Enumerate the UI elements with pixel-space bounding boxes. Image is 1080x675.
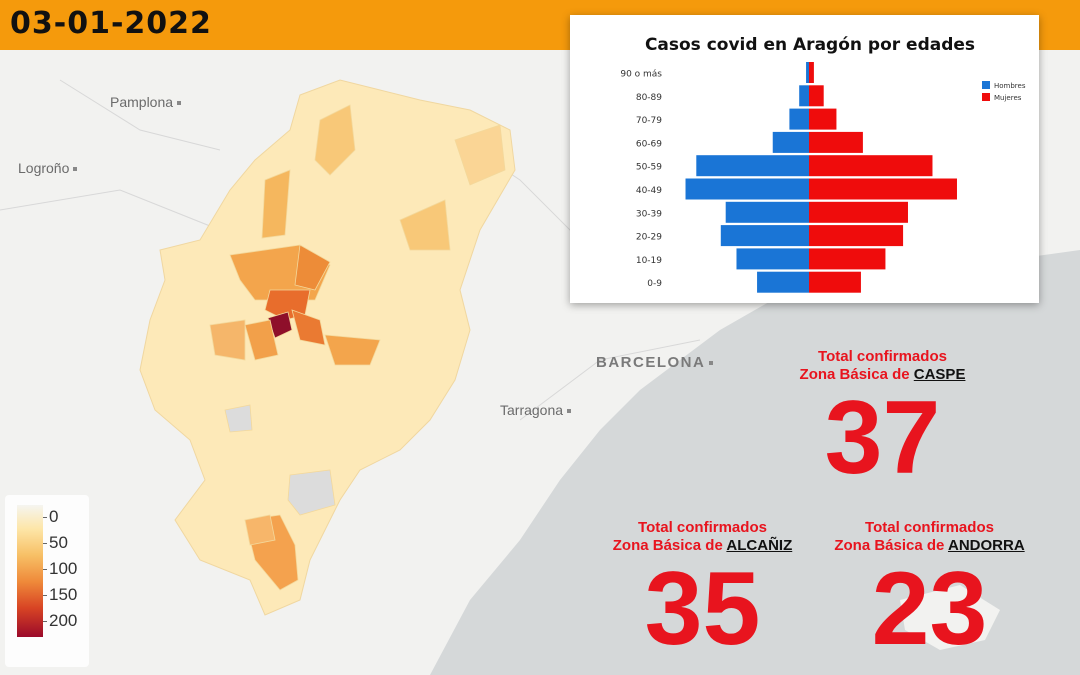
legend-entry: Mujeres	[994, 94, 1022, 102]
bar-hombres	[685, 178, 809, 200]
stat-label: Total confirmados	[865, 519, 994, 536]
bar-hombres	[736, 248, 809, 270]
stat-prefix: Zona Básica de	[612, 537, 727, 554]
age-label: 80-89	[636, 93, 662, 103]
stat-alcaniz: Total confirmados Zona Básica de ALCAÑIZ…	[590, 519, 815, 663]
stat-andorra: Total confirmados Zona Básica de ANDORRA…	[817, 519, 1042, 663]
bar-hombres	[696, 155, 809, 177]
map-legend: 0 50 100 150 200	[5, 495, 89, 667]
bar-mujeres	[809, 271, 861, 293]
bar-mujeres	[809, 62, 814, 83]
city-label-barcelona: BARCELONA	[596, 354, 714, 371]
bar-mujeres	[809, 155, 933, 177]
legend-label: 50	[49, 533, 68, 552]
bar-mujeres	[809, 178, 957, 200]
island	[900, 585, 1000, 650]
legend-label: 200	[49, 611, 78, 630]
stat-value: 23	[871, 551, 988, 667]
bar-hombres	[720, 225, 809, 247]
legend-swatch	[982, 81, 990, 89]
bar-mujeres	[809, 108, 837, 130]
legend-color-bar	[17, 505, 43, 637]
age-label: 70-79	[636, 116, 662, 126]
bar-hombres	[806, 62, 809, 83]
city-label-tarragona: Tarragona	[500, 402, 572, 418]
age-label: 50-59	[636, 163, 662, 173]
legend-label: 150	[49, 585, 78, 604]
bar-mujeres	[809, 248, 886, 270]
chart-title: Casos covid en Aragón por edades	[645, 35, 975, 55]
stat-zone: ALCAÑIZ	[726, 537, 793, 554]
age-label: 90 o más	[620, 70, 662, 80]
age-label: 10-19	[636, 256, 662, 266]
bar-mujeres	[809, 225, 904, 247]
age-pyramid-chart: Casos covid en Aragón por edades 90 o más…	[620, 35, 1026, 293]
stat-value: 35	[644, 551, 761, 667]
stat-zone: CASPE	[913, 366, 966, 383]
stat-label: Total confirmados	[818, 348, 947, 365]
city-label-pamplona: Pamplona	[110, 94, 182, 110]
stat-zone: ANDORRA	[947, 537, 1025, 554]
bar-mujeres	[809, 131, 863, 153]
sea	[430, 250, 1080, 675]
legend-label: 0	[49, 507, 59, 526]
age-label: 20-29	[636, 233, 662, 243]
bar-hombres	[725, 201, 809, 223]
bar-hombres	[772, 131, 809, 153]
stat-prefix: Zona Básica de	[799, 366, 914, 383]
age-label: 30-39	[636, 209, 662, 219]
bar-hombres	[799, 85, 809, 107]
bar-mujeres	[809, 201, 908, 223]
bar-hombres	[757, 271, 809, 293]
date-label: 03-01-2022	[10, 6, 212, 41]
bar-hombres	[789, 108, 809, 130]
city-label-logrono: Logroño	[18, 160, 78, 176]
legend-label: 100	[49, 559, 78, 578]
stat-value: 37	[824, 380, 941, 496]
age-label: 60-69	[636, 139, 662, 149]
stat-prefix: Zona Básica de	[834, 537, 948, 554]
stat-caspe: Total confirmados Zona Básica de CASPE 3…	[770, 348, 995, 492]
legend-entry: Hombres	[994, 82, 1026, 90]
legend-swatch	[982, 93, 990, 101]
stat-label: Total confirmados	[638, 519, 767, 536]
age-label: 0-9	[647, 279, 662, 289]
age-pyramid-chart-panel: Casos covid en Aragón por edades 90 o más…	[570, 15, 1039, 303]
bar-mujeres	[809, 85, 824, 107]
age-label: 40-49	[636, 186, 662, 196]
